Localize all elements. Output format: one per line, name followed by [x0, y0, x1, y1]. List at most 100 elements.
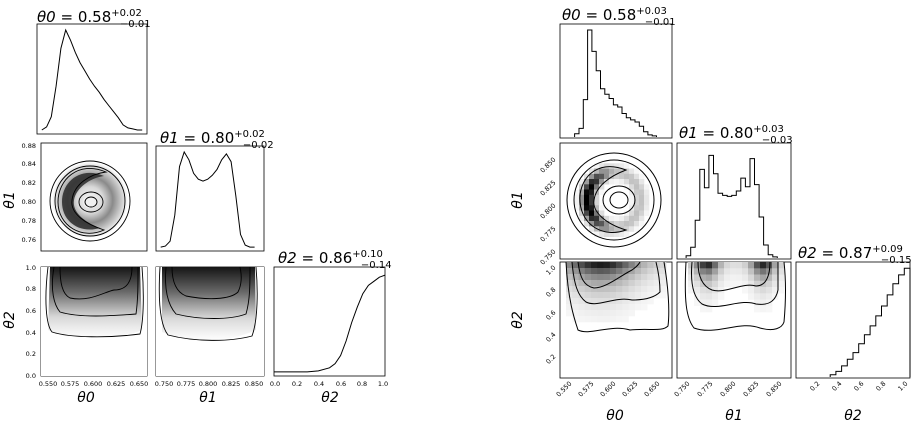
density-cell — [614, 226, 620, 232]
density-cell — [629, 221, 635, 227]
density-cell — [578, 262, 585, 269]
density-cell — [609, 262, 617, 269]
density-cell — [622, 268, 629, 275]
density-cell — [597, 268, 604, 275]
density-cell — [614, 163, 620, 169]
title-theta1-right: θ1 = 0.80+0.03 −0.03 — [679, 124, 793, 146]
density-cell — [742, 268, 749, 275]
density-cell — [584, 189, 590, 195]
density-cell — [578, 286, 585, 293]
density-theta2-theta0 — [41, 267, 147, 376]
density-cell — [760, 299, 767, 306]
density-cell — [641, 286, 648, 293]
axis-label-theta1-y-right: θ1 — [510, 191, 526, 208]
density-cell — [639, 215, 645, 222]
tick-label: 0.8 — [26, 285, 36, 293]
density-cell — [574, 194, 580, 201]
density-cell — [718, 274, 725, 281]
tick-label: 0.4 — [314, 380, 324, 388]
density-cell — [712, 280, 719, 288]
density-cell — [594, 200, 600, 206]
density-cell — [591, 262, 598, 269]
tick-label: 0.625 — [621, 380, 640, 399]
tick-label: 0.550 — [555, 380, 574, 399]
density-cell — [624, 179, 630, 185]
tick-label: 0.82 — [22, 179, 36, 187]
density-cell — [641, 262, 648, 269]
density-cell — [629, 226, 635, 232]
density-cell — [754, 268, 761, 275]
density-cell — [616, 262, 623, 269]
density-cell — [718, 262, 725, 269]
density-cell — [628, 298, 635, 305]
axis-label-theta2: θ2 — [321, 390, 339, 406]
density-cell — [609, 231, 615, 237]
density-cell — [578, 316, 585, 323]
density-cell — [574, 189, 580, 195]
density-cell — [584, 274, 592, 281]
density-cell — [609, 286, 617, 293]
density-cell — [594, 184, 600, 190]
density-cell — [566, 268, 573, 275]
density-cell — [634, 304, 642, 311]
density-cell — [628, 268, 635, 275]
density-cell — [772, 274, 779, 281]
density-cell — [718, 268, 725, 275]
density-cell — [778, 280, 785, 288]
density-cell — [706, 262, 713, 269]
density-cell — [629, 168, 635, 174]
density-cell — [579, 200, 585, 206]
density-cell — [624, 173, 630, 180]
density-cell — [754, 299, 761, 306]
density-cell — [584, 316, 592, 323]
density-cell — [634, 179, 640, 185]
density-cell — [622, 274, 629, 281]
density-cell — [579, 215, 585, 222]
density-cell — [754, 293, 761, 300]
density-cell — [584, 292, 592, 299]
density-cell — [579, 194, 585, 201]
density-cell — [694, 293, 701, 300]
density-cell — [594, 210, 600, 216]
density-cell — [604, 173, 610, 180]
tick-label: 0.825 — [539, 179, 558, 198]
binned-density-theta2-theta1 — [688, 262, 785, 313]
density-cell — [597, 262, 604, 269]
density-cell — [694, 274, 701, 281]
density-cell — [584, 221, 590, 227]
density-cell — [639, 210, 645, 216]
density-cell — [639, 205, 645, 211]
density-cell — [589, 179, 595, 185]
density-cell — [572, 292, 579, 299]
tick-label: 0.825 — [742, 380, 761, 399]
density-cell — [609, 292, 617, 299]
density-cell — [659, 292, 667, 299]
density-cell — [694, 287, 701, 294]
density-cell — [629, 173, 635, 180]
density-cell — [591, 286, 598, 293]
density-cell — [614, 179, 620, 185]
density-cell — [589, 184, 595, 190]
density-cell — [603, 262, 610, 269]
density-cell — [578, 304, 585, 311]
tick-label: 0.750 — [155, 380, 174, 388]
density-cell — [616, 280, 623, 287]
density-cell — [599, 231, 605, 237]
density-cell — [599, 184, 605, 190]
density-cell — [647, 274, 654, 281]
density-cell — [574, 200, 580, 206]
density-cell — [584, 179, 590, 185]
tick-label: 0.600 — [599, 380, 618, 399]
density-cell — [584, 205, 590, 211]
density-cell — [694, 280, 701, 288]
density-cell — [766, 274, 773, 281]
density-cell — [594, 205, 600, 211]
marginal-curve-theta1 — [160, 150, 255, 248]
density-cell — [597, 286, 604, 293]
density-cell — [591, 298, 598, 305]
density-cell — [706, 299, 713, 306]
density-cell — [634, 280, 642, 287]
density-cell — [628, 304, 635, 311]
density-cell — [700, 268, 707, 275]
density-cell — [624, 184, 630, 190]
